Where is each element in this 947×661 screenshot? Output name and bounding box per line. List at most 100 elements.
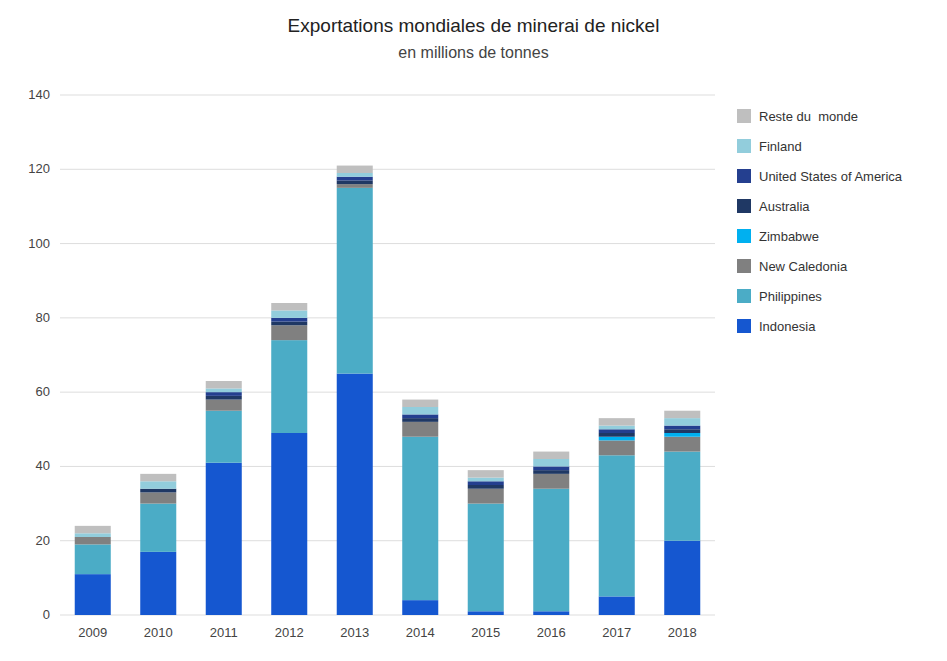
bar-segment (468, 481, 504, 485)
bar-segment (206, 400, 242, 411)
bar-segment (140, 504, 176, 552)
grid-line (60, 243, 715, 244)
bar-segment (664, 418, 700, 425)
bar-segment (402, 400, 438, 407)
x-tick-label: 2013 (340, 625, 369, 640)
bar-segment (599, 429, 635, 433)
y-tick-label: 120 (28, 161, 50, 176)
subtitle: en millions de tonnes (398, 44, 548, 61)
bar-segment (402, 418, 438, 422)
grid-line (60, 317, 715, 318)
y-tick-label: 100 (28, 236, 50, 251)
bar-segment (599, 455, 635, 596)
x-tick-label: 2014 (406, 625, 435, 640)
bar-segment (664, 437, 700, 452)
y-tick-label: 80 (36, 310, 50, 325)
grid-line (60, 392, 715, 393)
x-tick-label: 2018 (668, 625, 697, 640)
bar-segment (533, 611, 569, 615)
bar-segment (271, 433, 307, 615)
bar-segment (599, 440, 635, 455)
legend-label: Reste du monde (759, 109, 858, 124)
legend-swatch (737, 109, 751, 123)
bar-segment (140, 489, 176, 493)
grid-line (60, 169, 715, 170)
legend-label: Australia (759, 199, 810, 214)
legend-label: Philippines (759, 289, 822, 304)
x-tick-label: 2017 (602, 625, 631, 640)
bar-segment (468, 478, 504, 482)
bar-segment (664, 426, 700, 430)
bar-segment (337, 374, 373, 615)
bar-segment (271, 310, 307, 317)
x-tick-label: 2010 (144, 625, 173, 640)
legend-swatch (737, 169, 751, 183)
bar-segment (206, 411, 242, 463)
x-tick-label: 2015 (471, 625, 500, 640)
bar-segment (664, 452, 700, 541)
bar-segment (468, 485, 504, 489)
legend-swatch (737, 259, 751, 273)
bars (75, 166, 701, 615)
bar-segment (337, 180, 373, 184)
y-tick-label: 40 (36, 458, 50, 473)
bar-segment (337, 177, 373, 181)
bar-segment (75, 537, 111, 544)
legend-swatch (737, 139, 751, 153)
bar-segment (271, 318, 307, 322)
bar-segment (664, 429, 700, 433)
bar-segment (468, 470, 504, 477)
chart: Exportations mondiales de minerai de nic… (0, 0, 947, 661)
grid-line (60, 95, 715, 96)
bar-segment (271, 325, 307, 340)
x-tick-label: 2009 (78, 625, 107, 640)
bar-segment (75, 544, 111, 574)
y-tick-label: 60 (36, 384, 50, 399)
bar-segment (533, 452, 569, 459)
bar-segment (468, 611, 504, 615)
bar-segment (664, 411, 700, 418)
legend-label: Zimbabwe (759, 229, 819, 244)
bar-segment (337, 184, 373, 188)
bar-segment (337, 173, 373, 177)
bar-segment (271, 322, 307, 326)
y-tick-label: 0 (43, 607, 50, 622)
legend-label: Indonesia (759, 319, 816, 334)
x-tick-label: 2016 (537, 625, 566, 640)
y-tick-label: 140 (28, 87, 50, 102)
bar-segment (599, 426, 635, 430)
bar-segment (140, 492, 176, 503)
bar-segment (599, 596, 635, 615)
bar-segment (402, 407, 438, 414)
grid (60, 95, 715, 615)
bar-segment (337, 166, 373, 173)
bar-segment (533, 489, 569, 612)
title: Exportations mondiales de minerai de nic… (288, 15, 660, 36)
bar-segment (75, 526, 111, 533)
bar-segment (140, 552, 176, 615)
bar-segment (75, 533, 111, 537)
bar-segment (533, 474, 569, 489)
bar-segment (599, 433, 635, 437)
bar-segment (140, 481, 176, 488)
bar-segment (206, 388, 242, 392)
bar-segment (468, 504, 504, 612)
bar-segment (664, 541, 700, 615)
x-tick-label: 2012 (275, 625, 304, 640)
bar-segment (402, 414, 438, 418)
legend: Reste du mondeFinlandUnited States of Am… (737, 109, 903, 334)
bar-segment (664, 433, 700, 437)
bar-segment (533, 470, 569, 474)
bar-segment (206, 392, 242, 396)
x-tick-label: 2011 (210, 625, 238, 640)
bar-segment (533, 466, 569, 470)
bar-segment (271, 303, 307, 310)
bar-segment (599, 437, 635, 441)
bar-segment (402, 437, 438, 600)
bar-segment (599, 418, 635, 425)
bar-segment (533, 459, 569, 466)
bar-segment (140, 474, 176, 481)
legend-label: Finland (759, 139, 802, 154)
bar-segment (206, 381, 242, 388)
bar-segment (75, 574, 111, 615)
